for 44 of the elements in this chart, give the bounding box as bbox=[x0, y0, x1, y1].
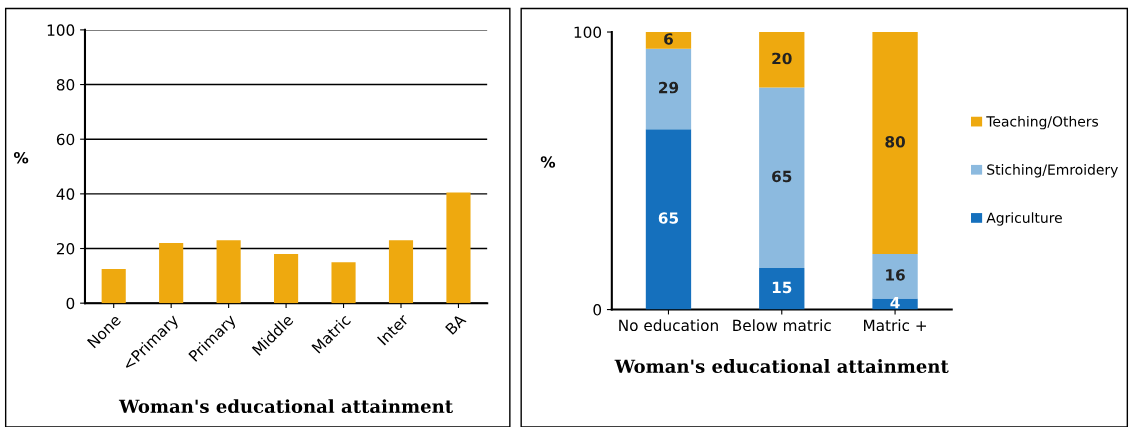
data-label: 29 bbox=[659, 81, 679, 94]
y-tick-label: 100 bbox=[47, 24, 75, 36]
legend-label: Teaching/Others bbox=[986, 115, 1099, 130]
data-label: 65 bbox=[772, 170, 792, 183]
legend-label: Agriculture bbox=[986, 212, 1062, 226]
bar bbox=[645, 48, 692, 130]
x-tick-label: No education bbox=[619, 319, 718, 332]
data-label: 15 bbox=[772, 281, 792, 294]
bar bbox=[331, 262, 356, 304]
bar bbox=[216, 240, 241, 304]
bar bbox=[645, 129, 692, 310]
bar bbox=[759, 87, 805, 268]
bar bbox=[872, 32, 918, 255]
legend-label: Stiching/Emroidery bbox=[987, 164, 1118, 178]
bar bbox=[645, 32, 692, 49]
y-axis-title: % bbox=[540, 156, 556, 168]
x-tick-label: Below matric bbox=[733, 319, 831, 332]
bar bbox=[274, 253, 299, 304]
data-label: 65 bbox=[658, 212, 679, 224]
y-tick-label: 40 bbox=[56, 188, 75, 200]
y-tick-label: 60 bbox=[56, 133, 75, 146]
y-tick-label: 80 bbox=[56, 79, 75, 91]
bar bbox=[759, 267, 805, 310]
bar bbox=[159, 243, 184, 304]
x-tick-label: Matric + bbox=[864, 319, 927, 332]
y-tick-label: 20 bbox=[56, 242, 75, 255]
data-label: 80 bbox=[885, 135, 905, 148]
y-axis-title: % bbox=[13, 152, 29, 164]
x-tick-label: BA bbox=[445, 313, 467, 335]
bar bbox=[872, 254, 918, 299]
y-tick-label: 100 bbox=[574, 26, 602, 39]
bar bbox=[388, 240, 414, 304]
data-label: 20 bbox=[772, 52, 792, 65]
y-tick-label: 0 bbox=[593, 304, 602, 316]
x-axis-title: Woman's educational attainment bbox=[614, 359, 949, 374]
x-axis-title: Woman's educational attainment bbox=[118, 399, 454, 414]
y-tick-label: 0 bbox=[66, 297, 75, 310]
data-label: 6 bbox=[664, 33, 673, 45]
bar bbox=[759, 32, 805, 88]
bar bbox=[872, 298, 918, 310]
data-label: 4 bbox=[890, 297, 900, 309]
bar bbox=[101, 269, 126, 304]
data-label: 16 bbox=[886, 269, 905, 281]
bar bbox=[446, 192, 471, 304]
